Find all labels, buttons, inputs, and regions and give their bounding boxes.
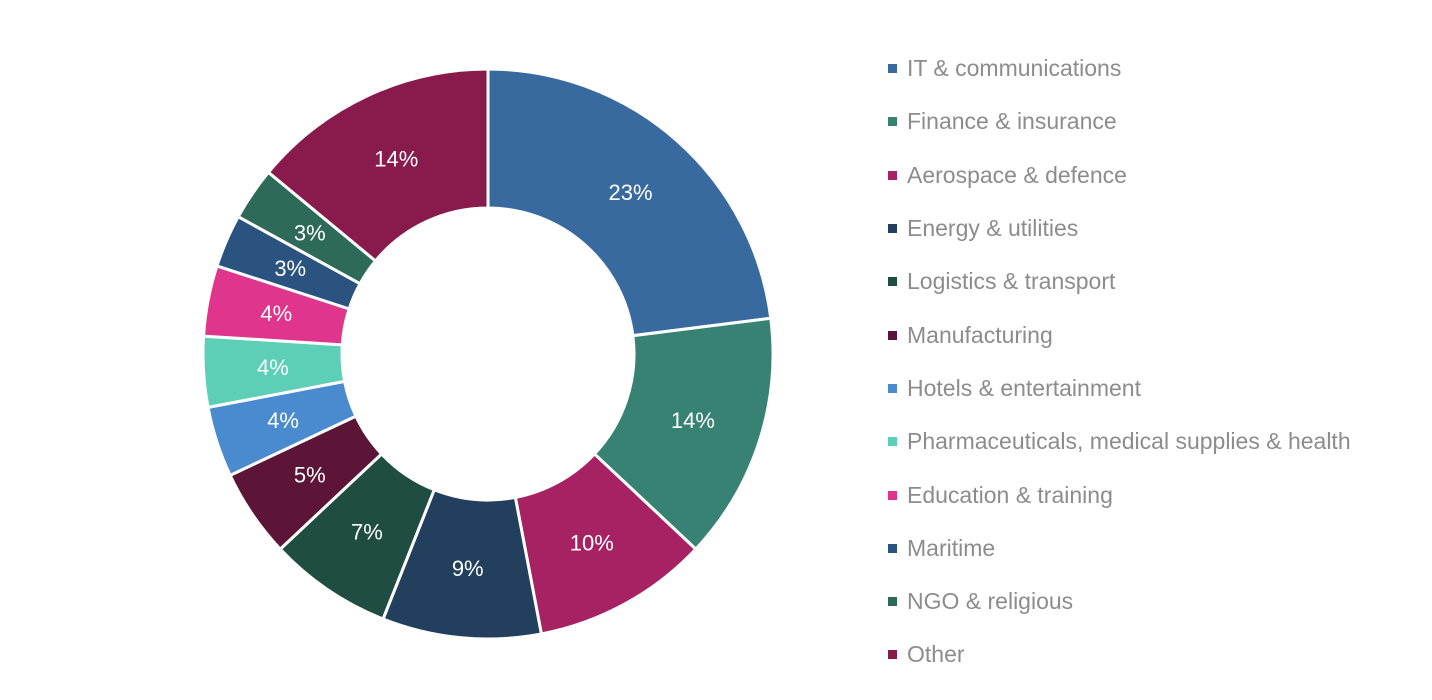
legend-item-maritime: Maritime <box>888 522 1351 575</box>
legend-item-pharmaceuticals-medical-supplies-and-health: Pharmaceuticals, medical supplies & heal… <box>888 415 1351 468</box>
legend-label: Finance & insurance <box>907 108 1117 135</box>
data-label-it-and-communications: 23% <box>608 180 652 205</box>
legend-label: NGO & religious <box>907 588 1074 615</box>
slice-finance-and-insurance <box>592 316 775 552</box>
legend-item-manufacturing: Manufacturing <box>888 308 1351 361</box>
legend-label: Education & training <box>907 481 1113 508</box>
legend-label: Energy & utilities <box>907 215 1079 242</box>
legend-item-aerospace-and-defence: Aerospace & defence <box>888 149 1351 202</box>
legend-swatch <box>888 224 897 234</box>
slice-other <box>266 67 490 264</box>
legend-swatch <box>888 597 897 607</box>
data-labels-layer: 23% 14% 10% 9% 7% 5% 4% 4% 4% 3% 3% 14% <box>257 147 715 582</box>
legend-label: Aerospace & defence <box>907 161 1127 188</box>
legend: IT & communications Finance & insurance Ae… <box>888 42 1351 682</box>
data-label-other: 14% <box>374 147 418 172</box>
legend-swatch <box>888 543 897 553</box>
legend-item-logistics-and-transport: Logistics & transport <box>888 255 1351 308</box>
slices-layer <box>201 67 775 641</box>
legend-swatch <box>888 490 897 500</box>
legend-swatch <box>888 64 897 74</box>
legend-item-it-and-communications: IT & communications <box>888 42 1351 95</box>
data-label-maritime: 3% <box>274 256 306 281</box>
legend-swatch <box>888 117 897 127</box>
legend-swatch <box>888 383 897 393</box>
legend-label: Maritime <box>907 534 996 561</box>
legend-item-hotels-and-entertainment: Hotels & entertainment <box>888 362 1351 415</box>
legend-item-other: Other <box>888 628 1351 681</box>
legend-label: Pharmaceuticals, medical supplies & heal… <box>907 428 1351 455</box>
data-label-ngo-and-religious: 3% <box>294 220 326 245</box>
data-label-hotels-and-entertainment: 4% <box>267 408 299 433</box>
data-label-pharmaceuticals-medical-supplies-and-health: 4% <box>257 355 289 380</box>
legend-label: IT & communications <box>907 55 1122 82</box>
legend-label: Logistics & transport <box>907 268 1116 295</box>
data-label-aerospace-and-defence: 10% <box>570 530 614 555</box>
legend-label: Other <box>907 641 965 668</box>
data-label-finance-and-insurance: 14% <box>671 408 715 433</box>
legend-item-education-and-training: Education & training <box>888 468 1351 521</box>
legend-swatch <box>888 437 897 447</box>
legend-swatch <box>888 650 897 660</box>
slice-it-and-communications <box>486 67 773 338</box>
legend-label: Hotels & entertainment <box>907 374 1141 401</box>
data-label-energy-and-utilities: 9% <box>452 556 484 581</box>
legend-label: Manufacturing <box>907 321 1053 348</box>
data-label-education-and-training: 4% <box>260 301 292 326</box>
legend-swatch <box>888 277 897 287</box>
data-label-logistics-and-transport: 7% <box>351 520 383 545</box>
data-label-manufacturing: 5% <box>294 463 326 488</box>
legend-item-energy-and-utilities: Energy & utilities <box>888 202 1351 255</box>
legend-item-ngo-and-religious: NGO & religious <box>888 575 1351 628</box>
donut-plot-area: 23% 14% 10% 9% 7% 5% 4% 4% 4% 3% 3% 14% <box>201 67 775 641</box>
legend-swatch <box>888 330 897 340</box>
legend-swatch <box>888 170 897 180</box>
legend-item-finance-and-insurance: Finance & insurance <box>888 95 1351 148</box>
